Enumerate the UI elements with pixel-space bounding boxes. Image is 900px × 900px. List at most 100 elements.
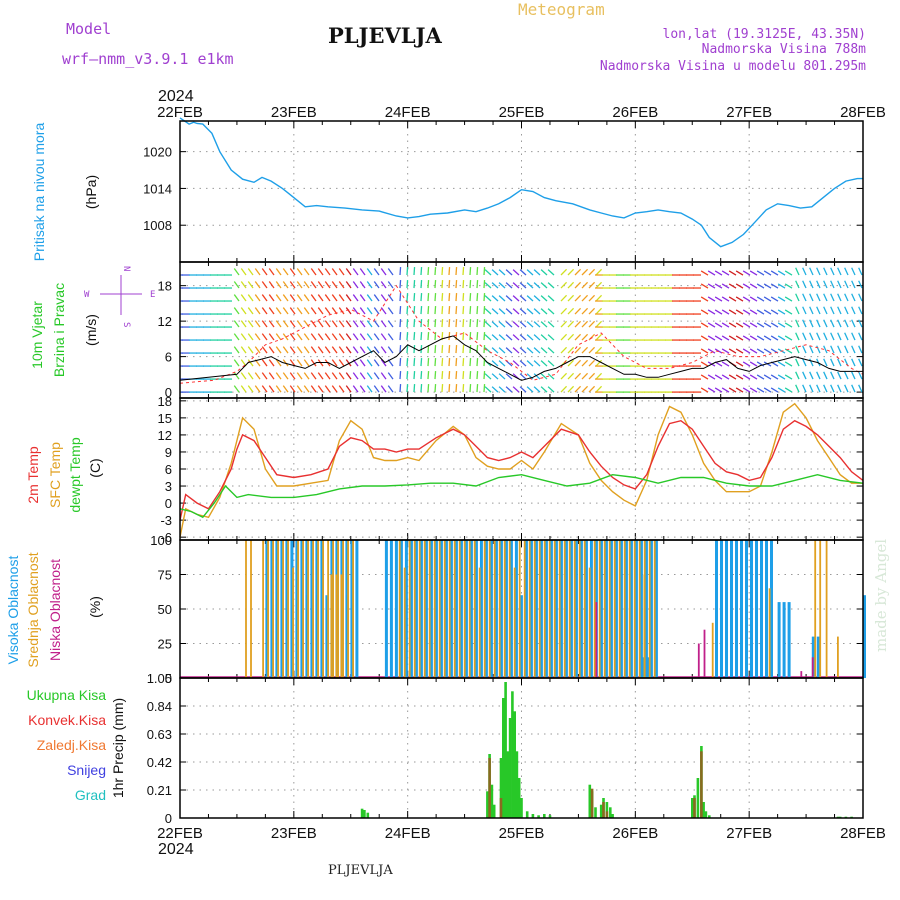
wind-arrow xyxy=(275,385,282,393)
wind-arrow xyxy=(338,333,345,341)
wind-arrow xyxy=(784,387,793,393)
wind-arrow xyxy=(816,293,821,302)
wind-arrow xyxy=(714,335,723,341)
wind-arrow xyxy=(345,359,352,367)
precip-unit: 1hr Precip (mm) xyxy=(110,698,126,798)
wind-arrow xyxy=(830,306,835,315)
cloud-bar xyxy=(750,540,753,678)
wind-arrow xyxy=(837,319,842,328)
pressure-frame xyxy=(179,120,864,263)
wind-arrow xyxy=(547,269,555,276)
wind-arrow xyxy=(254,333,261,341)
wind-arrow xyxy=(574,333,582,341)
cloud-bar xyxy=(513,567,516,678)
wind-arrow xyxy=(547,360,555,367)
wind-arrow xyxy=(476,293,479,302)
wind-arrow xyxy=(756,309,765,315)
cloud-bar xyxy=(322,540,324,678)
wind-arrow xyxy=(816,280,821,289)
wind-arrow xyxy=(844,371,849,380)
station-title: PLJEVLJA xyxy=(328,23,442,48)
cloud-bar xyxy=(777,602,781,678)
wind-arrow xyxy=(498,347,506,354)
wind-arrow xyxy=(547,347,555,354)
wind-compass: N S W E xyxy=(84,266,155,327)
wind-arrow xyxy=(247,307,254,315)
wind-arrow xyxy=(427,332,430,341)
wind-arrow xyxy=(282,372,289,380)
wind-arrow xyxy=(795,345,800,354)
wind-arrow xyxy=(728,322,737,328)
cloud-bar xyxy=(413,540,416,678)
wind-arrow xyxy=(714,296,723,302)
cloud-bar xyxy=(297,540,299,678)
cloud-bar xyxy=(479,540,483,678)
wind-arrow xyxy=(802,267,807,276)
wind-arrow xyxy=(352,385,359,393)
wind-arrow xyxy=(588,385,596,393)
wind-arrow xyxy=(756,283,765,289)
wind-arrow xyxy=(721,322,730,328)
cloud-bar xyxy=(609,540,613,678)
wind-arrow xyxy=(567,320,575,328)
wind-arrow xyxy=(448,266,451,276)
cloud-bar xyxy=(434,540,438,678)
compass-s: S xyxy=(121,322,131,327)
wind-arrow xyxy=(441,384,444,393)
wind-arrow xyxy=(352,294,359,302)
cloud-bar xyxy=(646,657,649,678)
cloud-bar xyxy=(584,540,588,678)
wind-arrow xyxy=(268,307,275,315)
wind-arrow xyxy=(519,334,527,341)
x-tick-label-bottom: 25FEB xyxy=(499,825,545,842)
wind-arrow xyxy=(526,360,534,367)
precip-legend-3: Snijeg xyxy=(67,762,106,778)
wind-arrow xyxy=(728,283,737,289)
wind-arrow xyxy=(526,347,534,354)
wind-arrow xyxy=(261,320,268,328)
precip-conv-bar xyxy=(590,788,594,818)
wind-arrow xyxy=(823,306,828,315)
precip-total-bar xyxy=(537,815,540,818)
cloud-bar xyxy=(449,540,453,678)
cloud-bar xyxy=(408,540,411,678)
cloud-bar xyxy=(770,540,773,678)
wind-arrow xyxy=(844,319,849,328)
wind-arrow xyxy=(742,348,751,354)
wind-arrow xyxy=(533,269,541,276)
wind-arrow xyxy=(455,384,458,393)
cloud-bar xyxy=(403,567,406,678)
wind-arrow xyxy=(595,268,603,276)
sfc-temp-line xyxy=(179,402,863,538)
cloud-bar xyxy=(568,540,571,678)
cloud-bar xyxy=(503,540,506,678)
wind-arrow xyxy=(268,346,275,354)
wind-arrow xyxy=(707,283,716,289)
wind-arrow xyxy=(366,294,373,302)
wind-arrow xyxy=(406,266,409,276)
wind-arrow xyxy=(784,309,793,315)
wind-arrow xyxy=(441,306,444,315)
precip-total-bar xyxy=(588,784,592,818)
wind-arrow xyxy=(282,359,289,367)
wind-arrow xyxy=(331,281,338,289)
wind-arrow xyxy=(462,266,465,276)
cloud-series-2 xyxy=(595,602,814,678)
wind-arrow xyxy=(770,374,779,380)
wind-arrow xyxy=(735,283,744,289)
cloud-bar xyxy=(285,540,289,678)
wind-arrow xyxy=(476,279,479,289)
wind-arrow xyxy=(837,306,842,315)
wind-arrow xyxy=(735,270,744,276)
wind-arrow xyxy=(366,307,373,315)
wind-arrow xyxy=(317,307,324,315)
wind-arrow xyxy=(512,347,520,354)
wind-arrow xyxy=(770,309,779,315)
wind-arrow xyxy=(352,281,359,289)
wind-arrow xyxy=(455,358,458,367)
wind-arrow xyxy=(844,267,849,276)
wind-arrow xyxy=(420,358,423,367)
temperature-ytick-label: 0 xyxy=(165,496,172,511)
wind-arrow xyxy=(366,333,373,341)
wind-arrow xyxy=(714,309,723,315)
